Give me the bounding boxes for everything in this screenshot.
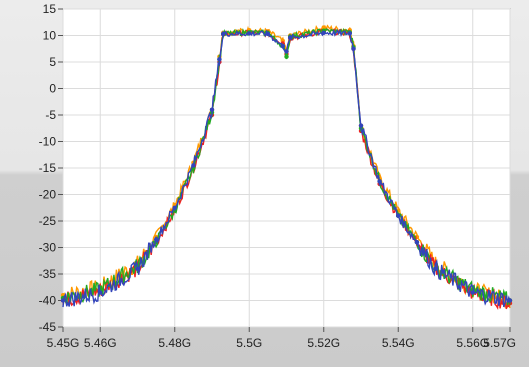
data-point: [321, 30, 326, 35]
y-tick-label: 5: [49, 55, 56, 69]
data-point: [433, 266, 438, 271]
y-tick-label: -35: [39, 267, 57, 281]
y-tick-label: 0: [49, 82, 56, 96]
y-tick-label: -25: [39, 214, 57, 228]
y-tick-label: -40: [39, 294, 57, 308]
data-point: [377, 179, 382, 184]
data-point: [265, 31, 271, 37]
data-point: [221, 31, 226, 37]
data-point: [321, 25, 326, 30]
y-tick-label: -45: [39, 320, 57, 334]
axis-ticks: [58, 8, 511, 332]
data-point: [209, 107, 215, 112]
tick-labels: 15 10 5 0 -5 -10 -15 -20 -25 -30 -35 -40 -45 5.45G 5.4…: [39, 2, 516, 350]
series-group: [60, 24, 513, 311]
data-point: [351, 46, 356, 51]
data-point: [414, 240, 420, 245]
x-tick-label: 5.5G: [236, 336, 262, 350]
data-point: [172, 205, 177, 210]
x-tick-label: 5.46G: [84, 336, 117, 350]
x-tick-label: 5.48G: [158, 336, 191, 350]
data-point: [247, 31, 252, 36]
data-point: [135, 266, 140, 271]
y-tick-label: -5: [45, 108, 56, 122]
y-tick-label: -10: [39, 135, 57, 149]
y-tick-label: -15: [39, 161, 57, 175]
data-point: [358, 123, 364, 128]
data-point: [280, 43, 285, 49]
data-point: [153, 237, 159, 242]
x-tick-label: 5.52G: [307, 336, 340, 350]
x-tick-label: 5.56G: [456, 336, 489, 350]
data-point: [60, 298, 66, 303]
data-point: [98, 290, 103, 295]
x-tick-label: 5.45G: [47, 336, 80, 350]
data-point: [288, 35, 293, 40]
x-tick-label: 5.57G: [483, 336, 516, 350]
data-point: [191, 163, 196, 168]
data-point: [470, 290, 475, 295]
series-3: [60, 28, 513, 308]
y-tick-label: 15: [43, 2, 57, 16]
data-point: [284, 49, 289, 54]
data-point: [284, 54, 289, 59]
data-point: [507, 298, 513, 303]
data-point: [396, 213, 401, 218]
y-tick-label: -30: [39, 241, 57, 255]
data-point: [347, 31, 352, 36]
y-tick-label: 10: [43, 29, 57, 43]
data-point: [217, 57, 222, 62]
x-tick-label: 5.54G: [382, 336, 415, 350]
y-tick-label: -20: [39, 188, 57, 202]
